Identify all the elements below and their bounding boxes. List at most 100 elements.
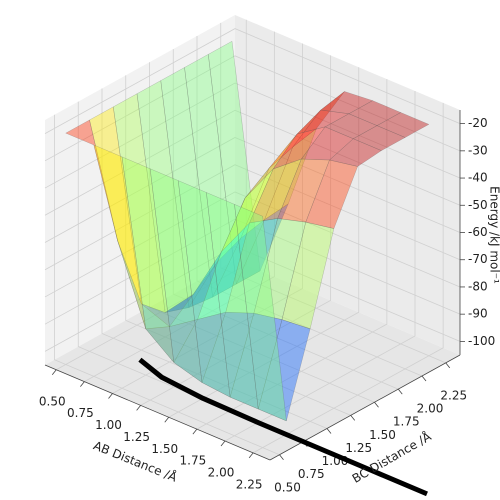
surface-face	[216, 168, 270, 263]
surface-face	[160, 67, 213, 308]
surface-face	[212, 219, 265, 298]
surface-face	[173, 311, 227, 383]
surface-face	[268, 109, 321, 169]
x-tick	[136, 405, 141, 411]
surface-face	[206, 192, 259, 410]
x-tick	[164, 417, 170, 423]
x-tick	[192, 428, 198, 435]
grid-line	[44, 82, 461, 189]
surface-face	[292, 91, 345, 148]
y-tick-label: 0.50	[274, 480, 301, 494]
surface-face	[300, 126, 354, 161]
surface-face	[184, 53, 237, 298]
grid-line	[172, 49, 399, 390]
grid-line	[220, 22, 446, 364]
grid-line	[149, 62, 375, 403]
grid-line	[44, 164, 461, 271]
grid-line	[224, 91, 416, 442]
y-tick-label: 2.25	[440, 388, 467, 402]
surface-face	[65, 119, 118, 241]
grid-line	[252, 102, 444, 454]
surface-face	[164, 262, 218, 313]
y-tick	[445, 362, 451, 369]
surface-face	[272, 126, 326, 170]
grid-line	[44, 109, 461, 216]
grid-line	[125, 75, 351, 416]
surface-face	[229, 312, 283, 410]
grid-line	[44, 191, 461, 298]
z-tick-label: -20	[468, 116, 488, 130]
surface-face	[281, 221, 335, 330]
surface-face	[141, 294, 194, 327]
grid-line	[168, 67, 360, 418]
x-tick-label: 1.25	[123, 430, 150, 444]
x-tick	[108, 393, 113, 399]
surface-face	[296, 109, 350, 135]
y-tick	[421, 375, 427, 382]
x-tick	[80, 381, 85, 387]
y-tick-label: 1.25	[345, 441, 372, 455]
surface-face	[305, 159, 358, 229]
z-tick-label: -90	[468, 307, 488, 321]
grid-line	[44, 245, 461, 352]
grid-line	[44, 137, 461, 243]
y-tick	[374, 402, 379, 408]
pane-floor	[45, 260, 460, 460]
y-tick-label: 1.50	[369, 428, 396, 442]
z-tick-label: -30	[468, 143, 488, 157]
surface-face	[177, 180, 231, 398]
surface-face	[193, 197, 246, 295]
z-tick-label: -80	[468, 279, 488, 293]
y-tick	[326, 428, 332, 434]
surface-face	[240, 146, 293, 240]
surface-face	[249, 158, 302, 224]
z-tick-label: -70	[468, 252, 488, 266]
surface-face	[328, 138, 382, 167]
grid-line	[140, 55, 332, 406]
surface-face	[244, 133, 298, 199]
z-tick-label: -60	[468, 225, 488, 239]
x-tick-label: 0.50	[39, 394, 66, 408]
surface-face	[201, 311, 255, 398]
surface-face	[257, 319, 311, 422]
trajectory	[138, 357, 428, 497]
surface-face	[89, 106, 142, 304]
y-tick	[350, 415, 356, 421]
surface-face	[376, 112, 430, 138]
y-tick-label: 2.00	[417, 402, 444, 416]
surface-face	[136, 80, 190, 313]
z-axis-label: Energy /kJ mol⁻¹	[488, 186, 500, 284]
surface-face	[263, 127, 317, 221]
surface-face	[149, 168, 203, 384]
grid-line	[54, 114, 280, 456]
x-axis-line	[44, 364, 271, 461]
x-tick-label: 2.25	[236, 477, 263, 491]
x-tick-label: 1.50	[151, 442, 178, 456]
y-tick	[279, 454, 284, 460]
grid-line	[44, 55, 461, 162]
z-tick-label: -40	[468, 171, 488, 185]
x-tick-label: 1.00	[95, 418, 122, 432]
grid-line	[44, 218, 461, 325]
z-tick-label: -100	[468, 334, 495, 348]
grid-line	[101, 88, 328, 429]
surface-face	[348, 100, 402, 126]
surface-face	[207, 40, 261, 285]
grid-line	[112, 43, 303, 394]
surface-face	[277, 158, 330, 223]
x-tick	[51, 369, 57, 375]
x-tick-label: 0.75	[67, 406, 94, 420]
surface-face	[324, 113, 378, 140]
z-tick-label: -50	[468, 198, 488, 212]
surface-face	[112, 93, 166, 313]
surface-face	[188, 238, 241, 309]
surface-face	[352, 125, 406, 151]
surface-face	[117, 240, 171, 330]
surface-face	[168, 251, 222, 328]
x-tick-label: 2.00	[208, 466, 235, 480]
x-tick	[220, 440, 226, 447]
grid-line	[196, 79, 388, 430]
surface-face	[197, 222, 250, 320]
surface-face	[235, 203, 289, 285]
surface-face	[145, 319, 199, 363]
